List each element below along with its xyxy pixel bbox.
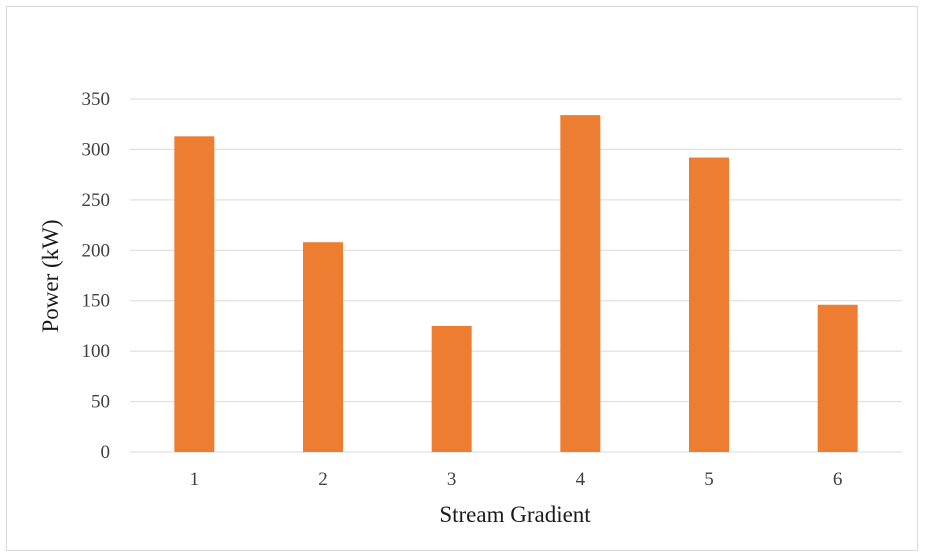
y-tick-labels: 0 50 100 150 200 250 300 350 bbox=[82, 89, 111, 463]
x-tick-label: 4 bbox=[576, 469, 586, 490]
x-tick-label: 5 bbox=[704, 469, 714, 490]
bars bbox=[174, 115, 858, 453]
bar-4 bbox=[560, 115, 601, 452]
x-tick-label: 1 bbox=[190, 469, 200, 490]
y-tick-label: 50 bbox=[91, 392, 110, 413]
x-tick-labels: 1 2 3 4 5 6 bbox=[190, 469, 843, 490]
y-axis-title: Power (kW) bbox=[38, 219, 63, 332]
bar-3 bbox=[431, 325, 472, 452]
chart-frame bbox=[6, 6, 918, 551]
y-tick-label: 350 bbox=[82, 89, 111, 110]
x-tick-label: 6 bbox=[833, 469, 843, 490]
x-axis-title: Stream Gradient bbox=[439, 502, 591, 527]
bar-1 bbox=[174, 136, 215, 452]
x-tick-label: 2 bbox=[318, 469, 328, 490]
y-tick-label: 150 bbox=[82, 291, 111, 312]
y-tick-label: 0 bbox=[101, 442, 111, 463]
bar-6 bbox=[817, 304, 858, 452]
y-tick-label: 300 bbox=[82, 139, 111, 160]
gridlines bbox=[130, 98, 902, 453]
bar-2 bbox=[303, 242, 343, 452]
bar-5 bbox=[689, 157, 729, 453]
x-tick-label: 3 bbox=[447, 469, 457, 490]
y-tick-label: 250 bbox=[82, 190, 111, 211]
y-tick-label: 100 bbox=[82, 341, 111, 362]
y-tick-label: 200 bbox=[82, 240, 111, 261]
